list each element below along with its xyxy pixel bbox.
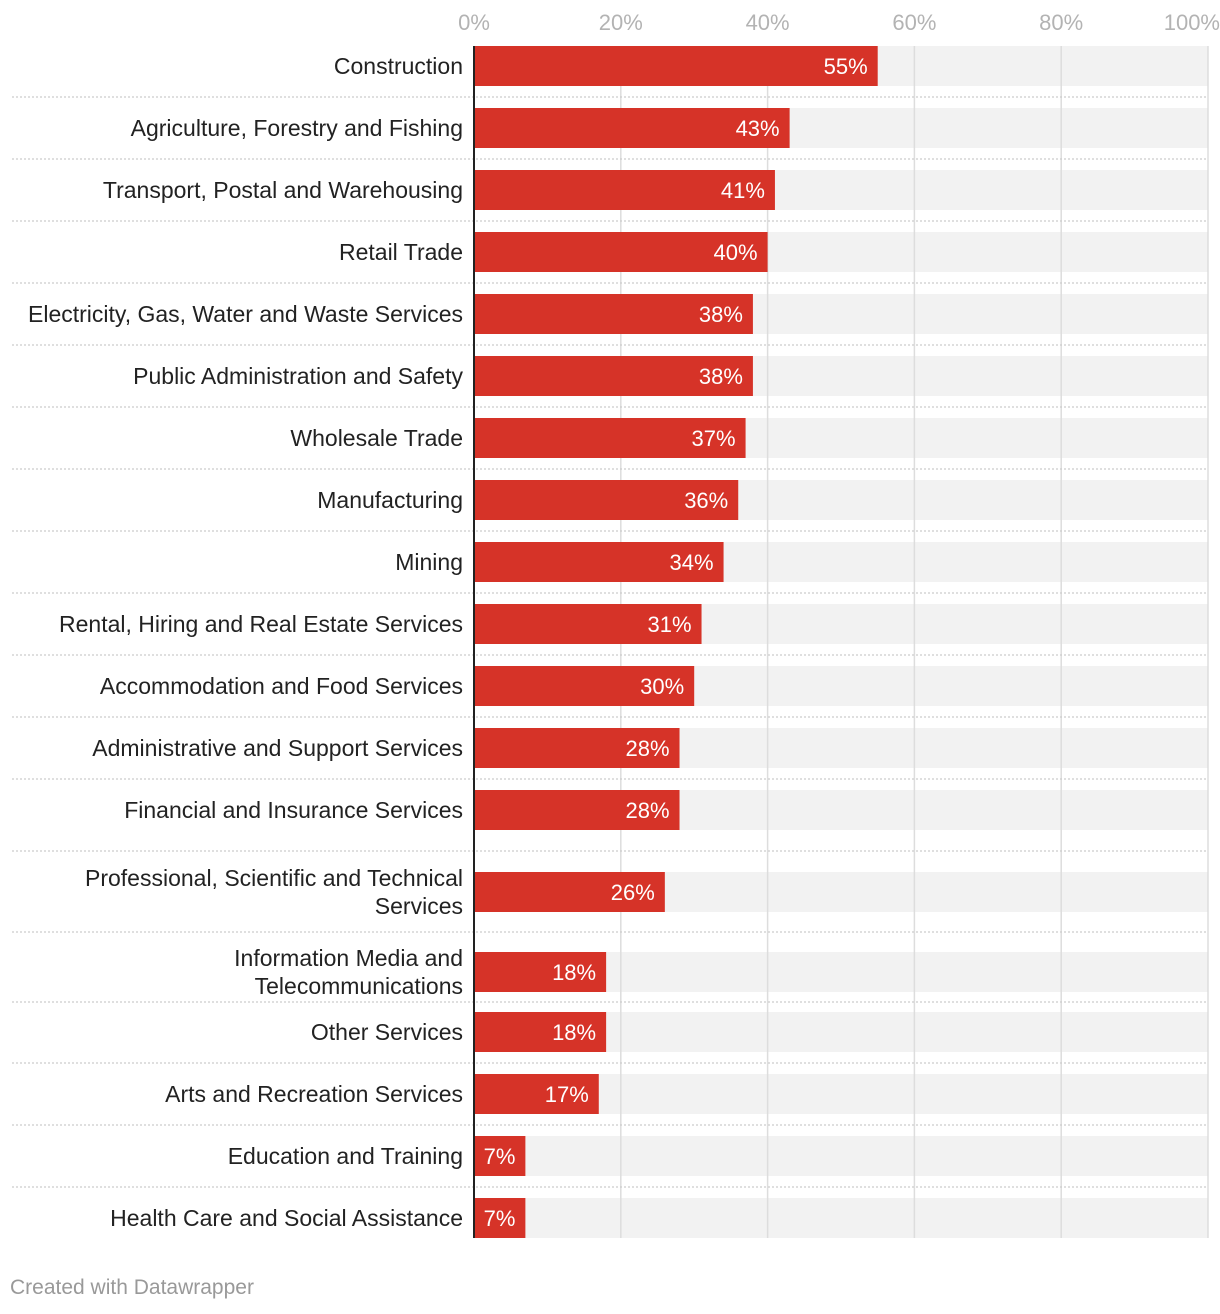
x-tick-label: 20% <box>599 10 643 35</box>
bars <box>474 46 878 1238</box>
x-tick-label: 0% <box>458 10 490 35</box>
bar <box>474 480 739 520</box>
bar <box>474 542 724 582</box>
category-label: Transport, Postal and Warehousing <box>103 177 463 203</box>
bar <box>474 46 878 86</box>
bar <box>474 356 753 396</box>
value-label: 28% <box>625 736 669 761</box>
category-label: Construction <box>334 53 463 79</box>
category-label: Services <box>375 893 463 919</box>
category-label: Financial and Insurance Services <box>124 797 463 823</box>
value-label: 36% <box>684 488 728 513</box>
x-tick-label: 100% <box>1164 10 1220 35</box>
bar <box>474 872 665 912</box>
value-label: 34% <box>670 550 714 575</box>
x-tick-label: 40% <box>746 10 790 35</box>
category-label: Wholesale Trade <box>290 425 463 451</box>
value-label: 17% <box>545 1082 589 1107</box>
value-label: 55% <box>824 54 868 79</box>
category-label: Administrative and Support Services <box>92 735 463 761</box>
value-label: 18% <box>552 1020 596 1045</box>
category-label: Information Media and <box>234 945 463 971</box>
bar-chart: 0% 20% 40% 60% 80% 100% Construction Agricultu… <box>12 10 1220 1238</box>
value-label: 41% <box>721 178 765 203</box>
row-separators <box>12 96 1208 1188</box>
credit-text: Created with Datawrapper <box>10 1276 254 1299</box>
category-labels: Construction Agriculture, Forestry and Fi… <box>28 53 463 1231</box>
value-labels: 55% 43% 41% 40% 38% 38% 37% 36% 34% 31% 30% 28% 28% 2… <box>484 54 868 1231</box>
category-label: Arts and Recreation Services <box>165 1081 463 1107</box>
bar <box>474 418 746 458</box>
value-label: 7% <box>484 1144 516 1169</box>
category-label: Telecommunications <box>255 973 463 999</box>
value-label: 30% <box>640 674 684 699</box>
bar <box>474 232 768 272</box>
bar <box>474 952 607 992</box>
x-tick-label: 80% <box>1039 10 1083 35</box>
value-label: 18% <box>552 960 596 985</box>
x-axis-ticks: 0% 20% 40% 60% 80% 100% <box>458 10 1220 35</box>
bar <box>474 1074 599 1114</box>
bar <box>474 170 775 210</box>
category-label: Electricity, Gas, Water and Waste Servic… <box>28 301 463 327</box>
category-label: Education and Training <box>228 1143 463 1169</box>
value-label: 37% <box>692 426 736 451</box>
category-label: Retail Trade <box>339 239 463 265</box>
bar <box>474 294 753 334</box>
value-label: 43% <box>736 116 780 141</box>
category-label: Agriculture, Forestry and Fishing <box>131 115 463 141</box>
category-label: Accommodation and Food Services <box>100 673 463 699</box>
bar <box>474 1136 526 1176</box>
bar <box>474 108 790 148</box>
bar-track <box>474 1198 1208 1238</box>
value-label: 38% <box>699 364 743 389</box>
value-label: 7% <box>484 1206 516 1231</box>
value-label: 31% <box>647 612 691 637</box>
value-label: 40% <box>714 240 758 265</box>
bar <box>474 790 680 830</box>
category-label: Other Services <box>311 1019 463 1045</box>
value-label: 38% <box>699 302 743 327</box>
x-tick-label: 60% <box>892 10 936 35</box>
bar <box>474 604 702 644</box>
value-label: 28% <box>625 798 669 823</box>
bar-track <box>474 1136 1208 1176</box>
category-label: Mining <box>395 549 463 575</box>
value-label: 26% <box>611 880 655 905</box>
category-label: Manufacturing <box>317 487 463 513</box>
bar <box>474 1198 526 1238</box>
category-label: Health Care and Social Assistance <box>110 1205 463 1231</box>
bar <box>474 728 680 768</box>
category-label: Rental, Hiring and Real Estate Services <box>59 611 463 637</box>
bar <box>474 666 695 706</box>
bar <box>474 1012 607 1052</box>
category-label: Professional, Scientific and Technical <box>85 865 463 891</box>
category-label: Public Administration and Safety <box>133 363 463 389</box>
